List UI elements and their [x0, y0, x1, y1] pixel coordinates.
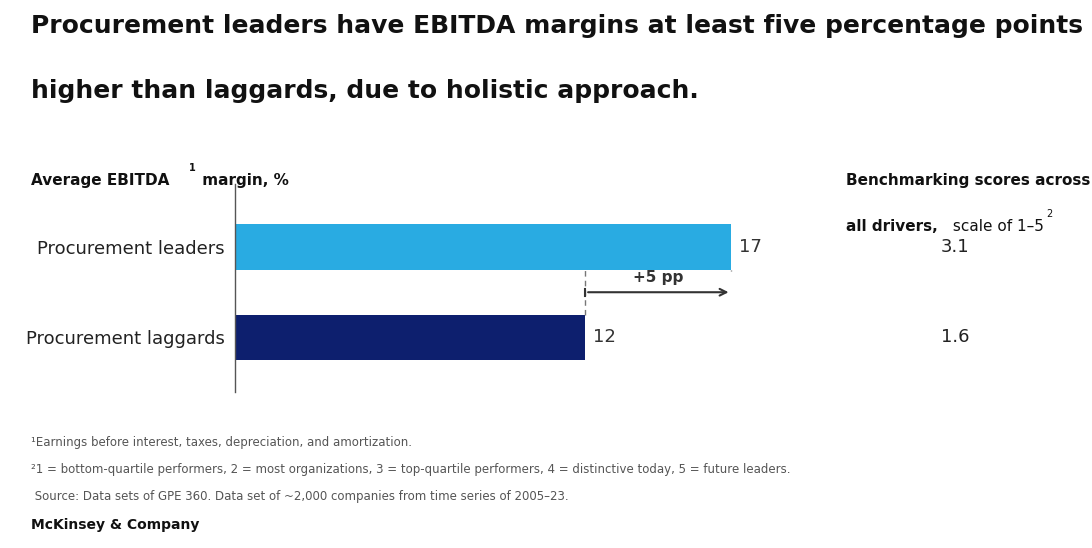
Text: all drivers,: all drivers,: [846, 219, 938, 234]
Text: 17: 17: [738, 238, 761, 256]
Text: 1.6: 1.6: [941, 328, 970, 346]
Bar: [235, 224, 732, 270]
Text: margin, %: margin, %: [197, 173, 288, 187]
Text: Procurement leaders have EBITDA margins at least five percentage points: Procurement leaders have EBITDA margins …: [31, 14, 1082, 38]
Text: Source: Data sets of GPE 360. Data set of ~2,000 companies from time series of 2: Source: Data sets of GPE 360. Data set o…: [31, 490, 568, 504]
Text: 12: 12: [593, 328, 616, 346]
Text: 3.1: 3.1: [941, 238, 970, 256]
Text: +5 pp: +5 pp: [633, 270, 684, 285]
Text: 1: 1: [189, 163, 195, 173]
Text: Benchmarking scores across: Benchmarking scores across: [846, 173, 1091, 187]
Text: Average EBITDA: Average EBITDA: [31, 173, 169, 187]
Text: 2: 2: [1046, 209, 1053, 219]
Text: ²1 = bottom-quartile performers, 2 = most organizations, 3 = top-quartile perfor: ²1 = bottom-quartile performers, 2 = mos…: [31, 463, 791, 476]
Text: scale of 1–5: scale of 1–5: [948, 219, 1044, 234]
Text: ¹Earnings before interest, taxes, depreciation, and amortization.: ¹Earnings before interest, taxes, deprec…: [31, 436, 412, 449]
Bar: [235, 315, 585, 360]
Text: McKinsey & Company: McKinsey & Company: [31, 518, 199, 532]
Text: higher than laggards, due to holistic approach.: higher than laggards, due to holistic ap…: [31, 79, 698, 104]
